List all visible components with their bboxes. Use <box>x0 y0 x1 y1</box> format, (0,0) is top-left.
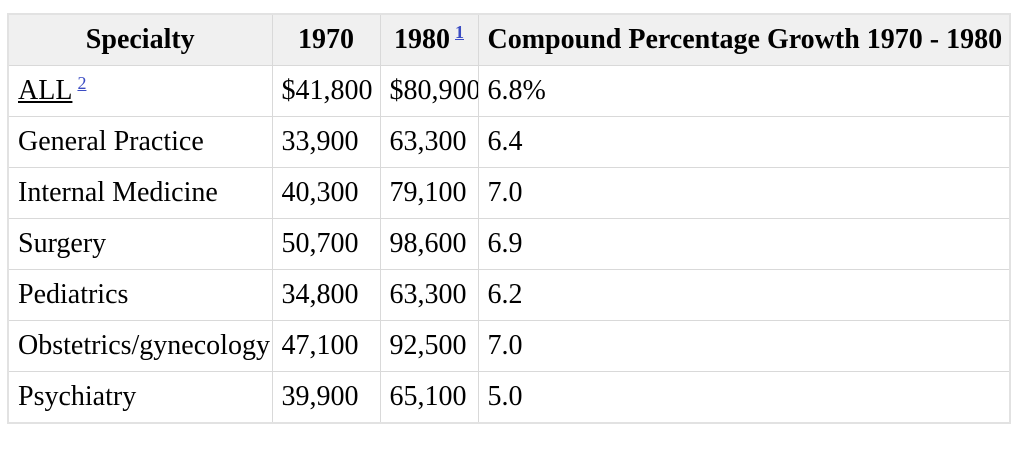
cell-1980: 65,100 <box>379 371 479 424</box>
header-1980: 1980 1 <box>379 13 479 66</box>
cell-1980: 79,100 <box>379 167 479 219</box>
table-row-surgery: Surgery 50,700 98,600 6.9 <box>7 218 1011 270</box>
cell-1980: 63,300 <box>379 269 479 321</box>
table-row-internal-medicine: Internal Medicine 40,300 79,100 7.0 <box>7 167 1011 219</box>
table-row-obstetrics-gynecology: Obstetrics/gynecology 47,100 92,500 7.0 <box>7 320 1011 372</box>
footnote-1-sup: 1 <box>455 22 464 42</box>
table-row-psychiatry: Psychiatry 39,900 65,100 5.0 <box>7 371 1011 424</box>
header-1970: 1970 <box>271 13 381 66</box>
cell-1970: 34,800 <box>271 269 381 321</box>
cell-1970: 47,100 <box>271 320 381 372</box>
footnote-1-link[interactable]: 1 <box>455 21 464 42</box>
header-growth: Compound Percentage Growth 1970 - 1980 <box>477 13 1011 66</box>
header-1980-label: 1980 <box>394 24 450 55</box>
footnote-2-sup: 2 <box>77 73 86 93</box>
table-row-all: ALL 2 $41,800 $80,900 6.8% <box>7 65 1011 117</box>
header-specialty: Specialty <box>7 13 273 66</box>
cell-1980: 92,500 <box>379 320 479 372</box>
cell-growth: 6.2 <box>477 269 1011 321</box>
physician-income-table: Specialty 1970 1980 1 Compound Percentage… <box>7 13 1011 424</box>
cell-1980: $80,900 <box>379 65 479 117</box>
cell-specialty: Psychiatry <box>7 371 273 424</box>
cell-specialty: Internal Medicine <box>7 167 273 219</box>
cell-specialty: Surgery <box>7 218 273 270</box>
cell-specialty: General Practice <box>7 116 273 168</box>
cell-1980: 63,300 <box>379 116 479 168</box>
cell-growth: 5.0 <box>477 371 1011 424</box>
cell-growth: 6.8% <box>477 65 1011 117</box>
table-row-pediatrics: Pediatrics 34,800 63,300 6.2 <box>7 269 1011 321</box>
cell-1970: 39,900 <box>271 371 381 424</box>
header-row: Specialty 1970 1980 1 Compound Percentage… <box>7 13 1011 66</box>
cell-growth: 7.0 <box>477 320 1011 372</box>
cell-1970: $41,800 <box>271 65 381 117</box>
footnote-2-link[interactable]: 2 <box>77 72 87 93</box>
table-row-general-practice: General Practice 33,900 63,300 6.4 <box>7 116 1011 168</box>
cell-growth: 7.0 <box>477 167 1011 219</box>
cell-growth: 6.9 <box>477 218 1011 270</box>
cell-specialty: ALL 2 <box>7 65 273 117</box>
all-link[interactable]: ALL <box>18 75 73 106</box>
cell-growth: 6.4 <box>477 116 1011 168</box>
cell-specialty: Obstetrics/gynecology <box>7 320 273 372</box>
cell-1970: 50,700 <box>271 218 381 270</box>
cell-1970: 33,900 <box>271 116 381 168</box>
cell-1970: 40,300 <box>271 167 381 219</box>
cell-specialty: Pediatrics <box>7 269 273 321</box>
cell-1980: 98,600 <box>379 218 479 270</box>
